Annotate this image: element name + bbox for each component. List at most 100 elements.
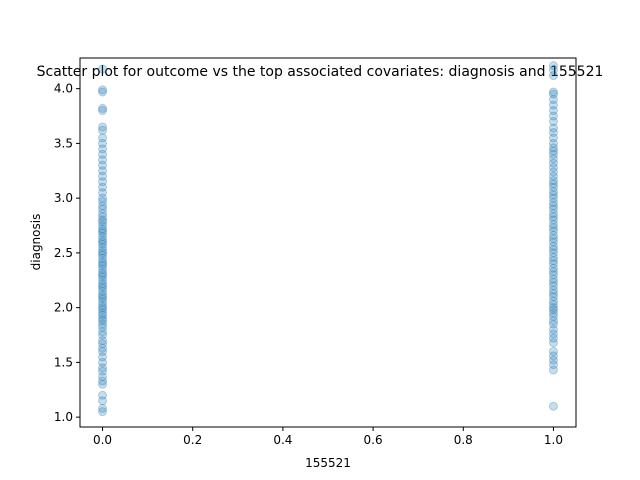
data-point: [548, 252, 558, 262]
data-point: [98, 122, 108, 132]
data-point: [98, 330, 108, 340]
data-point: [98, 292, 108, 302]
data-point: [548, 277, 558, 287]
data-point: [98, 261, 108, 271]
data-point: [98, 231, 108, 241]
data-point: [548, 316, 558, 326]
y-tick-label: 1.5: [54, 355, 73, 369]
plot-frame: [79, 57, 577, 428]
data-point: [548, 346, 558, 356]
data-point: [98, 246, 108, 256]
data-point: [548, 143, 558, 153]
data-point: [548, 123, 558, 133]
data-point: [98, 237, 108, 247]
data-point: [98, 235, 108, 245]
data-point: [548, 163, 558, 172]
data-point: [548, 259, 558, 269]
data-point: [98, 155, 108, 165]
data-point: [98, 310, 108, 320]
data-point: [98, 196, 108, 206]
data-point: [98, 204, 108, 214]
data-point: [98, 224, 108, 234]
x-tick-label: 1.0: [544, 433, 563, 447]
y-tick-label: 1.0: [54, 410, 73, 424]
data-point: [548, 299, 558, 309]
data-point: [548, 193, 558, 203]
data-point: [548, 267, 558, 277]
data-point: [98, 372, 108, 382]
data-point: [548, 256, 558, 266]
data-point: [98, 212, 108, 222]
data-point: [548, 65, 558, 75]
data-point: [548, 198, 558, 208]
data-point: [98, 248, 108, 258]
data-point: [98, 217, 108, 227]
data-point: [548, 263, 558, 273]
data-point: [548, 311, 558, 321]
data-point: [98, 379, 108, 389]
y-axis: 1.0 1.5 2.0 2.5 3.0 3.5 4.0: [54, 82, 80, 424]
data-point: [548, 288, 558, 298]
data-point: [548, 89, 558, 99]
data-point: [98, 407, 108, 417]
data-point: [548, 171, 558, 181]
data-point: [98, 257, 108, 267]
data-point: [548, 215, 558, 225]
data-point: [548, 190, 558, 200]
data-point: [548, 61, 558, 71]
data-point: [98, 264, 108, 274]
data-point: [98, 322, 108, 332]
data-point: [98, 177, 108, 187]
y-tick-label: 4.0: [54, 82, 73, 96]
data-point: [548, 226, 558, 236]
data-point: [548, 305, 558, 315]
data-point: [98, 286, 108, 296]
data-point: [98, 283, 108, 293]
data-point: [548, 154, 558, 164]
data-point: [98, 125, 108, 135]
data-point: [548, 245, 558, 255]
data-point: [548, 138, 558, 148]
data-point: [548, 87, 558, 97]
data-point: [548, 133, 558, 143]
data-point: [98, 300, 108, 310]
data-point: [98, 327, 108, 337]
data-point: [548, 237, 558, 247]
data-point: [98, 303, 108, 313]
data-point: [548, 201, 558, 211]
data-point: [98, 357, 108, 367]
data-point: [98, 281, 108, 291]
data-point: [98, 87, 108, 97]
x-tick-label: 0.0: [93, 433, 112, 447]
data-point: [98, 239, 108, 249]
data-point: [548, 319, 558, 329]
data-point: [548, 296, 558, 306]
data-point: [548, 308, 558, 318]
data-point: [98, 226, 108, 236]
data-point: [548, 303, 558, 313]
data-point: [548, 95, 558, 105]
data-point: [98, 314, 108, 324]
data-point: [548, 355, 558, 365]
data-point: [98, 376, 108, 386]
data-point: [548, 360, 558, 370]
data-point: [548, 365, 558, 375]
data-point: [548, 333, 558, 343]
data-point: [98, 339, 108, 349]
data-point: [98, 290, 108, 300]
data-point: [548, 182, 558, 192]
data-point: [98, 106, 108, 116]
data-point: [548, 292, 558, 302]
points-layer: [98, 61, 558, 417]
chart-title: Scatter plot for outcome vs the top asso…: [37, 64, 604, 80]
data-point: [548, 401, 558, 411]
data-point: [98, 268, 108, 278]
data-point: [548, 106, 558, 116]
data-point: [98, 294, 108, 304]
data-point: [98, 64, 108, 74]
data-point: [98, 297, 108, 307]
data-point: [98, 305, 108, 315]
data-point: [548, 146, 558, 156]
